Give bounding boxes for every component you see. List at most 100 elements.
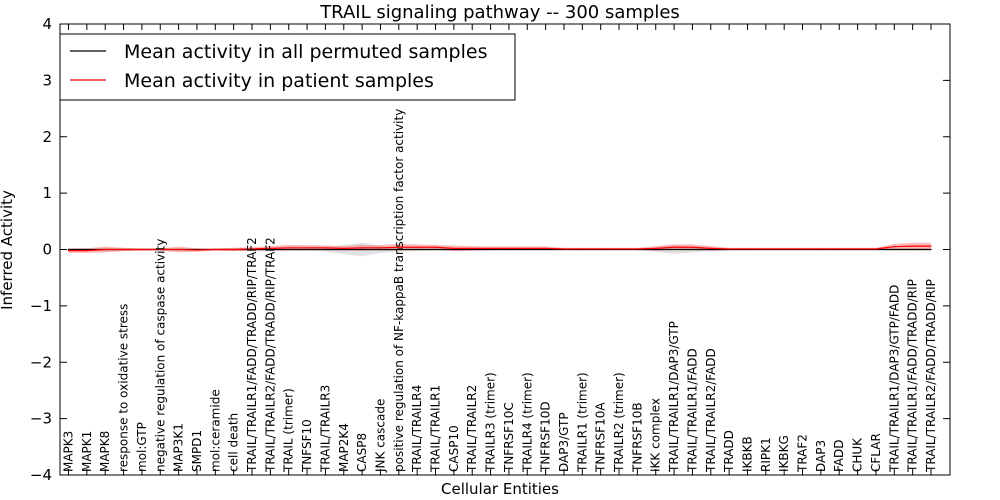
data-point-patient [508,247,510,249]
data-point-permuted [655,248,657,251]
data-point-patient [178,248,180,251]
data-point-patient [343,247,345,249]
data-point-permuted [526,248,528,251]
data-point-patient [783,248,785,250]
data-point-permuted [453,248,455,251]
data-point-patient [361,247,363,249]
data-point-patient [288,247,290,249]
x-tick-label: JNK cascade [373,399,387,473]
x-tick-label: TRAIL (trimer) [282,388,296,473]
x-tick-label: TRAILR4 (trimer) [520,372,534,473]
x-tick-label: MAPK3 [62,431,76,472]
data-point-patient [67,250,70,252]
data-point-patient [324,247,327,249]
legend-box [59,33,516,101]
data-point-permuted [67,248,70,251]
data-point-permuted [912,248,914,251]
data-point-patient [453,247,455,249]
y-tick-label: −1 [30,297,52,315]
x-tick-label: TRAIL/TRAILR1/FADD [685,348,699,473]
x-tick-label: mol:GTP [135,422,149,472]
data-point-patient [122,248,125,251]
x-tick-label: TRAIL/TRAILR3 [318,385,332,473]
data-point-patient [636,248,638,250]
x-tick-label: MAP2K4 [337,423,351,472]
y-axis-label: Inferred Activity [0,190,16,310]
x-tick-label: TNFRSF10D [539,401,553,473]
x-tick-label: CASP10 [447,425,461,472]
x-tick-label: TRAIL/TRAILR2/FADD/TRADD/RIP [924,279,938,473]
x-tick-label: TRAIL/TRAILR2/FADD [704,348,718,473]
x-tick-label: CHUK [851,437,865,472]
data-point-permuted [306,248,308,251]
x-tick-label: TRAIL/TRAILR1 [429,385,443,473]
data-point-permuted [343,248,345,251]
x-tick-label: TRAILR2 (trimer) [612,372,626,473]
data-point-permuted [471,248,473,251]
data-point-patient [710,247,712,249]
data-point-permuted [86,248,88,251]
data-point-permuted [489,248,492,251]
x-tick-label: TRADD [722,430,736,473]
x-tick-label: TRAILR1 (trimer) [575,372,589,473]
data-point-patient [526,247,528,249]
x-axis: MAPK3 MAPK1 MAPK8 response to oxidative str… [62,24,938,475]
data-point-patient [306,247,308,249]
data-point-patient [912,245,914,247]
data-point-patient [746,248,749,250]
x-axis-label: Cellular Entities [441,480,559,498]
data-point-permuted [893,248,895,251]
x-tick-label: RIPK1 [759,437,773,472]
x-tick-label: TRAIL/TRAILR4 [410,385,424,473]
data-point-permuted [710,248,712,251]
x-tick-label: MAP3K1 [172,423,186,472]
x-tick-label: positive regulation of NF-kappaB transcr… [392,109,406,472]
x-tick-label: TNFRSF10A [594,402,608,473]
data-point-patient [141,248,143,251]
data-point-permuted [673,248,675,251]
legend-label-patient: Mean activity in patient samples [124,70,434,92]
data-point-permuted [379,248,382,251]
data-point-patient [930,245,932,247]
data-point-patient [765,248,767,250]
data-point-permuted [398,248,400,251]
data-point-patient [838,248,840,250]
data-point-permuted [930,248,932,251]
data-point-patient [379,247,382,249]
data-point-permuted [434,248,437,251]
y-tick-label: 4 [42,15,52,33]
data-point-patient [545,247,547,249]
x-tick-label: MAPK1 [80,431,94,472]
data-point-patient [691,246,694,248]
data-point-patient [600,248,602,250]
x-tick-label: CFLAR [869,433,883,472]
x-tick-label: MAPK8 [98,431,112,472]
x-tick-label: TRAIL/TRAILR1/FADD/TRADD/RIP/TRAF2 [245,237,259,473]
data-point-patient [489,247,492,249]
y-tick-label: 1 [42,184,52,202]
data-point-patient [434,246,437,248]
data-point-patient [673,246,675,248]
legend: Mean activity in all permuted samples Me… [59,33,516,101]
data-point-patient [856,248,859,250]
x-tick-label: TRAIL/TRAILR2/FADD/TRADD/RIP/TRAF2 [263,237,277,473]
x-tick-label: TRAF2 [796,434,810,473]
y-tick-label: 2 [42,128,52,146]
x-tick-label: DAP3/GTP [557,412,571,472]
data-point-patient [728,248,730,250]
data-point-patient [801,248,804,250]
x-tick-label: IKBKB [740,436,754,472]
x-tick-label: TNFRSF10C [502,402,516,473]
data-point-patient [104,248,106,251]
x-tick-label: cell death [227,413,241,472]
data-point-permuted [545,248,547,251]
legend-label-permuted: Mean activity in all permuted samples [124,41,487,63]
y-tick-label: −2 [30,353,52,371]
chart-title: TRAIL signaling pathway -- 300 samples [319,2,680,23]
data-point-permuted [416,248,418,251]
data-point-permuted [324,248,327,251]
x-tick-label: response to oxidative stress [117,304,131,472]
x-tick-label: TRAIL/TRAILR1/DAP3/GTP/FADD [887,285,901,473]
x-tick-label: FADD [832,440,846,473]
